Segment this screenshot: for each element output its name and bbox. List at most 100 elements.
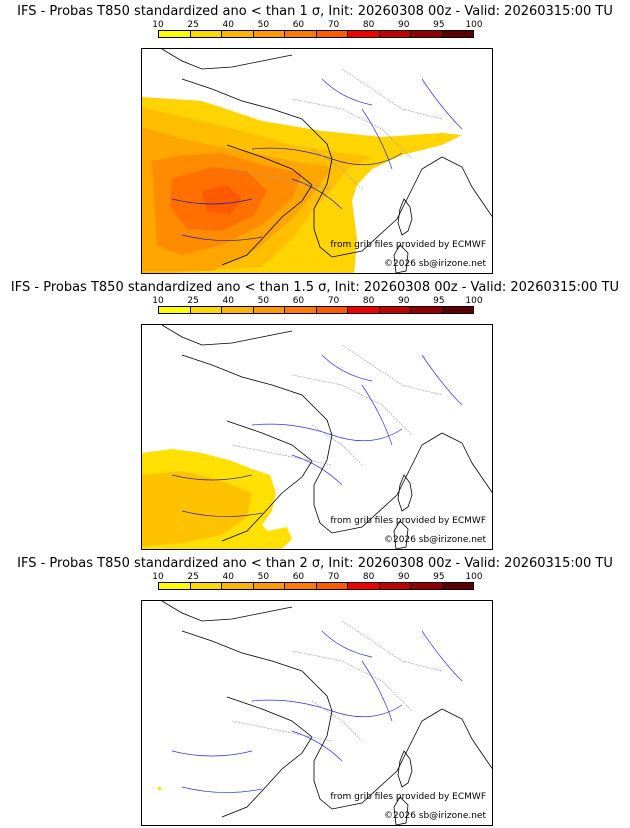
river-5 xyxy=(181,510,263,517)
colorbar-swatch xyxy=(159,31,191,37)
border-2 xyxy=(231,720,333,742)
coastlines xyxy=(161,601,492,825)
coast-corsica xyxy=(397,474,413,512)
coast-biscay xyxy=(221,696,313,818)
colorbar-label: 40 xyxy=(222,296,234,306)
probability-shading xyxy=(142,449,292,549)
colorbar-swatch xyxy=(411,31,443,37)
river-6 xyxy=(321,630,373,658)
coast-biscay xyxy=(221,144,313,266)
river-4 xyxy=(171,474,253,481)
colorbar-label: 95 xyxy=(433,296,445,306)
colorbar-swatch xyxy=(442,31,473,37)
source-credit: from grib files provided by ECMWF xyxy=(330,240,486,250)
prob-area-70 xyxy=(202,185,242,215)
colorbar-swatch xyxy=(316,31,348,37)
colorbar-swatch xyxy=(253,307,285,313)
colorbar-label: 10 xyxy=(152,20,164,30)
map-canvas xyxy=(158,601,492,825)
border-1 xyxy=(291,374,413,436)
river-2 xyxy=(291,730,343,762)
borders xyxy=(231,68,443,190)
colorbar-swatch xyxy=(253,31,285,37)
colorbar-swatch xyxy=(442,583,473,589)
colorbar-swatches xyxy=(158,30,474,38)
rivers xyxy=(171,354,463,517)
probability-shading xyxy=(142,97,462,273)
coast-sardinia xyxy=(393,520,409,549)
rivers xyxy=(171,78,463,241)
colorbar-label: 25 xyxy=(187,296,199,306)
colorbar-swatch xyxy=(348,583,380,589)
source-credit: from grib files provided by ECMWF xyxy=(330,792,486,802)
border-2 xyxy=(231,168,333,190)
border-4 xyxy=(311,424,363,466)
border-1 xyxy=(291,98,413,160)
colorbar-swatch xyxy=(285,583,317,589)
border-4 xyxy=(311,700,363,742)
colorbar-swatch xyxy=(379,583,411,589)
colorbar-labels: 10 25 40 50 60 70 80 90 95 100 xyxy=(152,296,482,306)
colorbar-swatch xyxy=(411,583,443,589)
colorbar-swatch xyxy=(222,307,254,313)
colorbar-label: 90 xyxy=(398,20,410,30)
river-1 xyxy=(251,147,403,166)
border-3 xyxy=(341,344,443,396)
rivers xyxy=(171,630,463,793)
colorbar-swatch xyxy=(442,307,473,313)
colorbar-label: 80 xyxy=(362,572,375,582)
colorbar-label: 80 xyxy=(362,296,375,306)
river-4 xyxy=(171,750,253,757)
border-4 xyxy=(311,148,363,190)
coast-sardinia xyxy=(393,796,409,825)
colorbar-swatch xyxy=(411,307,443,313)
river-2 xyxy=(291,178,343,210)
river-5 xyxy=(181,234,263,241)
colorbar-label: 10 xyxy=(152,296,164,306)
panel-1: IFS - Probas T850 standardized ano < tha… xyxy=(0,0,630,276)
map-canvas xyxy=(142,325,492,549)
colorbar-label: 50 xyxy=(257,296,270,306)
colorbar-label: 60 xyxy=(292,572,305,582)
prob-speck xyxy=(158,787,161,790)
colorbar-label: 10 xyxy=(152,572,164,582)
colorbar-label: 90 xyxy=(398,296,410,306)
river-5 xyxy=(181,786,263,793)
colorbar-label: 25 xyxy=(187,572,199,582)
river-7 xyxy=(421,78,463,130)
colorbar-label: 80 xyxy=(362,20,375,30)
copyright-credit: ©2026 sb@irizone.net xyxy=(384,811,486,821)
colorbar-swatch xyxy=(316,583,348,589)
panel-title: IFS - Probas T850 standardized ano < tha… xyxy=(17,556,613,571)
colorbar-swatch xyxy=(159,307,191,313)
colorbar-swatch xyxy=(379,31,411,37)
borders xyxy=(231,620,443,742)
coast-italy xyxy=(441,156,492,217)
colorbar-label: 70 xyxy=(327,20,340,30)
colorbar-labels: 10 25 40 50 60 70 80 90 95 100 xyxy=(152,572,482,582)
coast-uk xyxy=(161,325,293,346)
colorbar-swatch xyxy=(222,583,254,589)
colorbar-label: 95 xyxy=(433,20,445,30)
colorbar: 10 25 40 50 60 70 80 90 95 100 xyxy=(152,296,483,316)
colorbar-swatch xyxy=(285,31,317,37)
colorbar-label: 100 xyxy=(465,572,483,582)
coast-italy xyxy=(441,432,492,493)
coast-channel xyxy=(181,630,443,810)
colorbar-label: 50 xyxy=(257,572,270,582)
colorbar-swatch xyxy=(285,307,317,313)
river-4 xyxy=(171,198,253,205)
colorbar-swatches xyxy=(158,306,474,314)
colorbar-swatch xyxy=(253,583,285,589)
colorbar-label: 100 xyxy=(465,20,483,30)
colorbar-label: 95 xyxy=(433,572,445,582)
coast-italy xyxy=(441,708,492,769)
river-1 xyxy=(251,423,403,442)
borders xyxy=(231,344,443,466)
colorbar-label: 40 xyxy=(222,572,234,582)
panel-3: IFS - Probas T850 standardized ano < tha… xyxy=(0,552,630,828)
map-canvas xyxy=(142,49,492,273)
colorbar-swatch xyxy=(190,307,222,313)
colorbar-label: 60 xyxy=(292,296,305,306)
coast-biscay xyxy=(221,420,313,542)
